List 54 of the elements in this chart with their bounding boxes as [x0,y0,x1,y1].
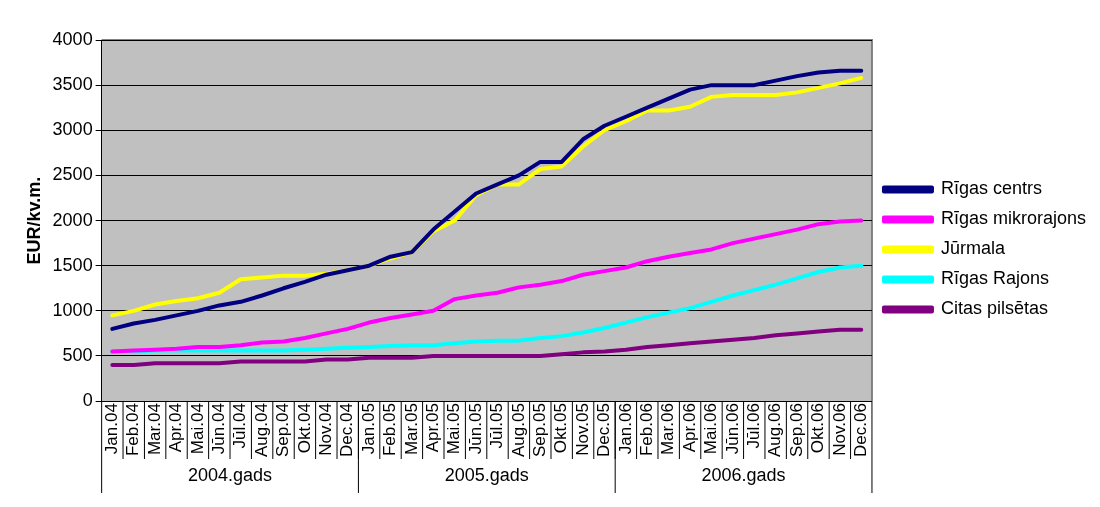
x-tick-label: Jūl.06 [743,403,763,449]
x-tick-label: Aug.06 [765,403,785,458]
legend-label: Rīgas centrs [940,178,1042,199]
x-tick-label: Nov.06 [829,403,849,456]
x-tick-label: Feb.06 [636,403,656,457]
y-tick-label: 2500 [52,164,93,185]
x-tick-label: Apr.04 [166,403,186,453]
x-tick-label: Okt.06 [808,403,828,454]
y-tick-label: 3000 [52,119,93,140]
x-tick-label: Jūn.06 [722,403,742,455]
x-tick-label: Sep.05 [529,403,549,458]
x-tick-label: Mar.04 [144,403,164,456]
x-tick-label: Feb.04 [123,403,143,457]
y-tick-label: 1500 [52,254,93,275]
x-tick-label: Dec.06 [850,403,870,457]
x-tick-label: Nov.05 [572,403,592,456]
x-tick-label: Apr.05 [422,403,442,453]
x-tick-label: Mai.05 [444,403,464,455]
x-tick-label: Dec.04 [337,403,357,457]
x-tick-label: Jūn.05 [465,403,485,455]
text: 2005.gads [444,464,529,485]
y-tick-label: 2000 [52,209,93,230]
x-tick-label: Feb.05 [380,403,400,457]
x-tick-label: Nov.04 [316,403,335,456]
x-tick-label: Mar.05 [401,403,421,456]
x-tick-label: Jan.05 [358,403,378,455]
legend-label: Citas pilsētas [940,298,1048,319]
x-tick-label: Sep.04 [273,403,293,458]
text: 2004.gads [187,464,273,485]
x-tick-label: Mai.04 [187,403,207,455]
x-tick-label: Apr.06 [679,403,699,453]
legend-label: Jūrmala [940,238,1006,259]
x-tick-label: Jūn.04 [209,403,229,455]
legend-label: Rīgas Rajons [940,268,1050,289]
x-tick-label: Jūl.05 [487,403,507,449]
x-tick-label: Okt.04 [294,403,314,454]
y-tick-label: 3500 [52,74,93,95]
text: 2006.gads [701,464,786,485]
y-axis-title: EUR/kv.m. [23,176,44,265]
x-tick-label: Mar.06 [658,403,678,456]
x-tick-label: Jan.04 [102,403,122,455]
x-tick-label: Dec.05 [594,403,614,457]
x-tick-label: Aug.04 [251,403,271,458]
x-tick-label: Jūl.04 [230,403,250,449]
legend-label: Rīgas mikrorajons [940,208,1086,229]
y-tick-label: 500 [62,344,93,365]
x-tick-label: Sep.06 [786,403,806,458]
x-tick-label: Aug.05 [508,403,528,458]
x-tick-label: Okt.05 [551,403,571,454]
y-tick-label: 0 [82,390,93,411]
x-tick-label: Jan.06 [615,403,635,455]
x-tick-label: Mai.06 [701,403,721,455]
y-tick-label: 1000 [52,299,93,320]
y-tick-label: 4000 [52,28,93,49]
